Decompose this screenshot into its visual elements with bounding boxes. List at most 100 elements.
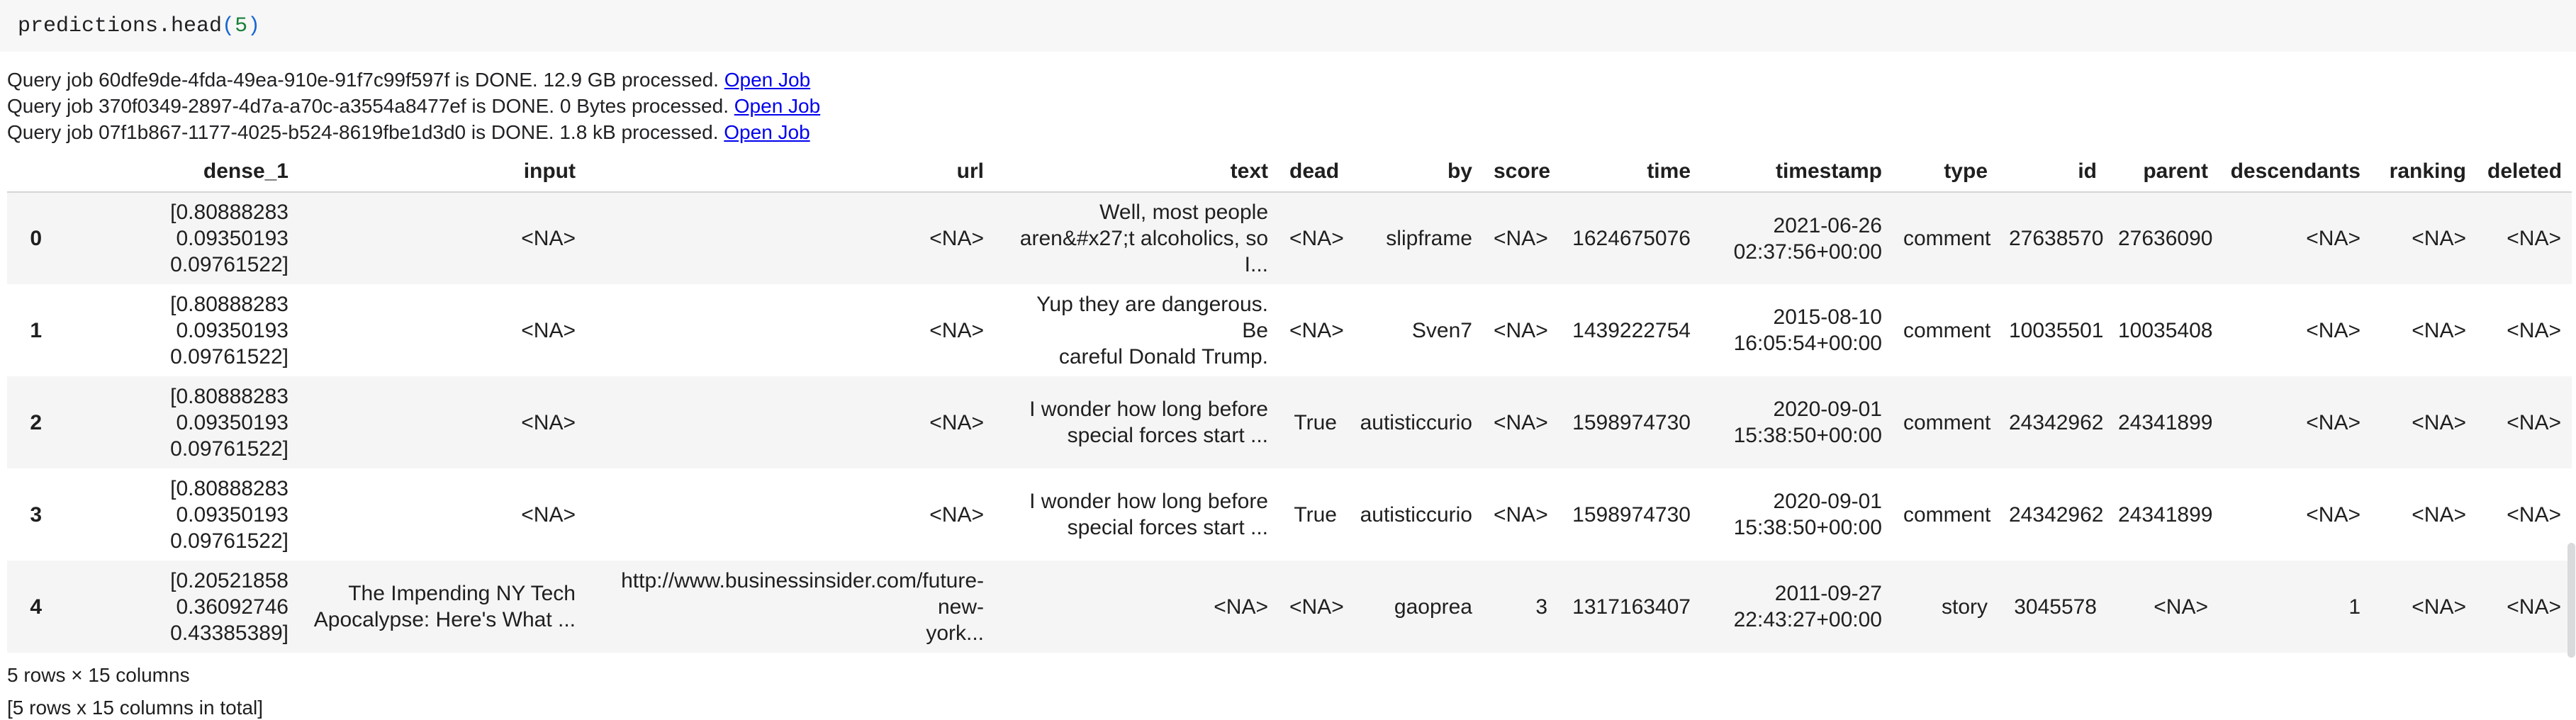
table-cell: <NA>	[521, 502, 576, 527]
table-cell: <NA>	[929, 318, 984, 342]
table-cell: 24341899	[2118, 502, 2213, 527]
column-header-dead: dead	[1279, 151, 1348, 193]
column-header-text: text	[995, 151, 1279, 193]
table-cell: <NA>	[2507, 410, 2561, 434]
dataframe-output: dense_1 input url text dead by score time timest…	[7, 151, 2576, 653]
table-cell: 1598974730	[1572, 410, 1691, 434]
query-status-text: Query job 60dfe9de-4fda-49ea-910e-91f7c9…	[7, 69, 724, 91]
table-cell: 2015-08-10 16:05:54+00:00	[1733, 305, 1882, 355]
table-cell: <NA>	[2306, 318, 2361, 342]
table-cell: 3	[1535, 595, 1547, 619]
table-cell: I wonder how long before special forces …	[1029, 490, 1268, 539]
query-status-line: Query job 07f1b867-1177-4025-b524-8619fb…	[7, 119, 2576, 145]
table-cell: autisticcurio	[1360, 502, 1472, 527]
table-cell: <NA>	[2306, 502, 2361, 527]
table-cell: <NA>	[929, 502, 984, 527]
code-number-literal: 5	[235, 13, 248, 38]
column-header-deleted: deleted	[2477, 151, 2572, 193]
table-cell: <NA>	[1494, 410, 1548, 434]
table-cell: Well, most people aren&#x27;t alcoholics…	[1019, 201, 1268, 276]
column-header-descendants: descendants	[2219, 151, 2371, 193]
table-cell: <NA>	[2507, 227, 2561, 250]
dataframe-table: dense_1 input url text dead by score time timest…	[7, 151, 2572, 653]
table-row: 4 [0.20521858 0.36092746 0.43385389] The I…	[7, 561, 2572, 653]
table-cell: <NA>	[2507, 502, 2561, 527]
table-row: 1 [0.80888283 0.09350193 0.09761522] <NA> <…	[7, 284, 2572, 376]
code-cell[interactable]: predictions.head(5)	[0, 0, 2576, 52]
table-cell: 24342962	[2009, 410, 2104, 434]
code-close-paren: )	[247, 13, 261, 38]
table-cell: [0.80888283 0.09350193 0.09761522]	[170, 292, 289, 369]
table-cell: <NA>	[1214, 595, 1268, 619]
table-row: 3 [0.80888283 0.09350193 0.09761522] <NA> <…	[7, 468, 2572, 561]
table-cell: <NA>	[2154, 595, 2208, 619]
column-header-ranking: ranking	[2371, 151, 2477, 193]
table-cell: <NA>	[521, 318, 576, 342]
table-cell: Yup they are dangerous. Be careful Donal…	[1036, 292, 1268, 369]
table-cell: [0.20521858 0.36092746 0.43385389]	[170, 568, 289, 645]
table-row: 0 [0.80888283 0.09350193 0.09761522] <NA> <…	[7, 192, 2572, 284]
table-cell: 2011-09-27 22:43:27+00:00	[1733, 582, 1882, 631]
table-cell: <NA>	[2412, 318, 2466, 342]
column-header-by: by	[1348, 151, 1483, 193]
table-cell: comment	[1903, 502, 1991, 527]
row-index: 1	[30, 318, 42, 342]
table-cell: 2021-06-26 02:37:56+00:00	[1733, 213, 1882, 264]
open-job-link[interactable]: Open Job	[734, 95, 821, 117]
table-cell: slipframe	[1386, 227, 1472, 250]
table-cell: <NA>	[2507, 318, 2561, 342]
column-header-url: url	[586, 151, 995, 193]
table-cell: 1317163407	[1572, 595, 1691, 619]
column-header-timestamp: timestamp	[1701, 151, 1893, 193]
total-summary: [5 rows x 15 columns in total]	[7, 697, 264, 719]
table-cell: <NA>	[2412, 502, 2466, 527]
column-header-input: input	[299, 151, 586, 193]
table-cell: 24341899	[2118, 410, 2213, 434]
table-cell: True	[1294, 410, 1337, 434]
table-cell: 10035501	[2009, 318, 2104, 342]
open-job-link[interactable]: Open Job	[724, 69, 811, 91]
query-status-text: Query job 07f1b867-1177-4025-b524-8619fb…	[7, 121, 724, 143]
table-cell: 1624675076	[1572, 227, 1691, 250]
query-status-line: Query job 370f0349-2897-4d7a-a70c-a3554a…	[7, 93, 2576, 119]
table-cell: <NA>	[929, 410, 984, 434]
row-index: 2	[30, 410, 42, 434]
shape-summary: 5 rows × 15 columns	[7, 664, 190, 686]
table-cell: <NA>	[2306, 227, 2361, 250]
column-header-time: time	[1558, 151, 1701, 193]
table-cell: <NA>	[929, 227, 984, 250]
table-cell: True	[1294, 502, 1337, 527]
table-cell: http://www.businessinsider.com/future-ne…	[621, 568, 984, 645]
table-cell: <NA>	[521, 410, 576, 434]
table-cell: <NA>	[1289, 595, 1344, 619]
table-cell: 3045578	[2014, 595, 2097, 619]
table-cell: Sven7	[1411, 318, 1472, 342]
table-cell: [0.80888283 0.09350193 0.09761522]	[170, 476, 289, 553]
table-cell: autisticcurio	[1360, 410, 1472, 434]
table-cell: comment	[1903, 318, 1991, 342]
table-cell: 2020-09-01 15:38:50+00:00	[1733, 398, 1882, 447]
column-header-index	[7, 151, 52, 193]
table-cell: comment	[1903, 227, 1991, 250]
table-cell: 1	[2348, 595, 2361, 619]
open-job-link[interactable]: Open Job	[724, 121, 810, 143]
table-cell: 10035408	[2118, 318, 2213, 342]
query-status-text: Query job 370f0349-2897-4d7a-a70c-a3554a…	[7, 95, 734, 117]
table-cell: <NA>	[2412, 410, 2466, 434]
table-cell: [0.80888283 0.09350193 0.09761522]	[170, 384, 289, 461]
column-header-parent: parent	[2107, 151, 2219, 193]
scrollbar-thumb[interactable]	[2567, 543, 2575, 658]
table-cell: <NA>	[1289, 227, 1344, 250]
table-cell: 27636090	[2118, 227, 2213, 250]
table-cell: [0.80888283 0.09350193 0.09761522]	[170, 201, 289, 276]
row-index: 4	[30, 595, 42, 619]
code-open-paren: (	[222, 13, 235, 38]
table-cell: 2020-09-01 15:38:50+00:00	[1733, 490, 1882, 539]
table-cell: <NA>	[1494, 502, 1548, 527]
table-cell: <NA>	[2507, 595, 2561, 619]
code-expression: predictions.head	[18, 13, 223, 38]
table-cell: I wonder how long before special forces …	[1029, 398, 1268, 447]
query-status-line: Query job 60dfe9de-4fda-49ea-910e-91f7c9…	[7, 67, 2576, 93]
table-cell: <NA>	[521, 227, 576, 250]
table-cell: <NA>	[1289, 318, 1344, 342]
